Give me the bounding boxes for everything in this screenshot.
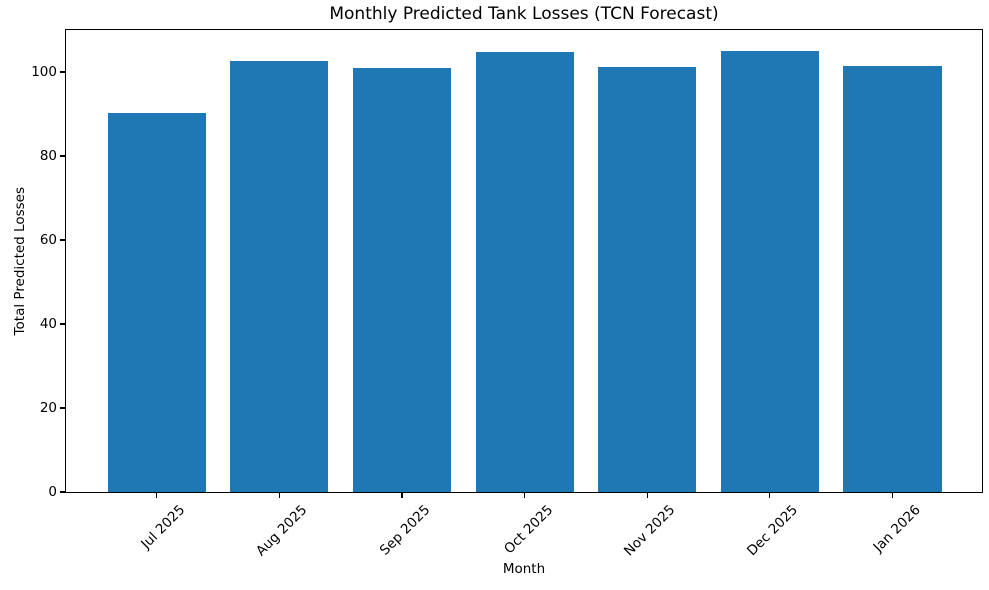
- plot-area: 0 20 40 60 80 100 Jul 2025 Aug 2025 Sep 2025 Oct …: [31, 29, 983, 559]
- bar-sep-2025: [352, 67, 452, 492]
- x-tick-label: Jan 2026: [772, 502, 923, 555]
- bar-jul-2025: [107, 113, 206, 492]
- y-tick-label: 40: [39, 316, 57, 332]
- x-tick-mark: [646, 493, 648, 498]
- x-tick-mark: [769, 493, 771, 498]
- x-tick-label: Dec 2025: [650, 502, 801, 559]
- x-axis-label: Month: [502, 561, 546, 577]
- x-tick-mark: [891, 493, 894, 498]
- y-axis-label: Total Predicted Losses: [0, 30, 40, 492]
- bar-nov-2025: [598, 66, 697, 492]
- x-tick-label: Oct 2025: [405, 502, 556, 557]
- y-tick-label: 100: [31, 64, 57, 80]
- bar-jan-2026: [843, 66, 942, 492]
- bar-aug-2025: [230, 60, 329, 492]
- x-tick-mark: [524, 493, 526, 498]
- y-tick-label: 0: [48, 484, 57, 500]
- y-tick-mark: [60, 407, 65, 409]
- x-tick-label: Jul 2025: [37, 502, 188, 552]
- x-tick-mark: [278, 493, 280, 498]
- x-tick-label-text: Jan 2026: [870, 502, 924, 556]
- bar-oct-2025: [475, 52, 574, 492]
- chart-title: Monthly Predicted Tank Losses (TCN Forec…: [329, 4, 719, 24]
- bar-dec-2025: [720, 50, 819, 492]
- y-tick-label: 80: [39, 148, 57, 164]
- x-tick-label: Nov 2025: [527, 502, 678, 559]
- y-tick-mark: [60, 155, 65, 157]
- y-tick-label: 60: [39, 232, 57, 248]
- y-tick-mark: [60, 71, 65, 73]
- y-tick-mark: [60, 239, 65, 241]
- y-tick-label: 20: [39, 400, 57, 416]
- x-tick-label: Sep 2025: [282, 502, 434, 559]
- x-tick-mark: [401, 493, 403, 498]
- y-tick-mark: [60, 323, 65, 325]
- y-tick-mark: [60, 491, 65, 493]
- x-tick-mark: [156, 493, 158, 498]
- y-axis-label-text: Total Predicted Losses: [12, 186, 28, 336]
- x-tick-label: Aug 2025: [159, 502, 310, 559]
